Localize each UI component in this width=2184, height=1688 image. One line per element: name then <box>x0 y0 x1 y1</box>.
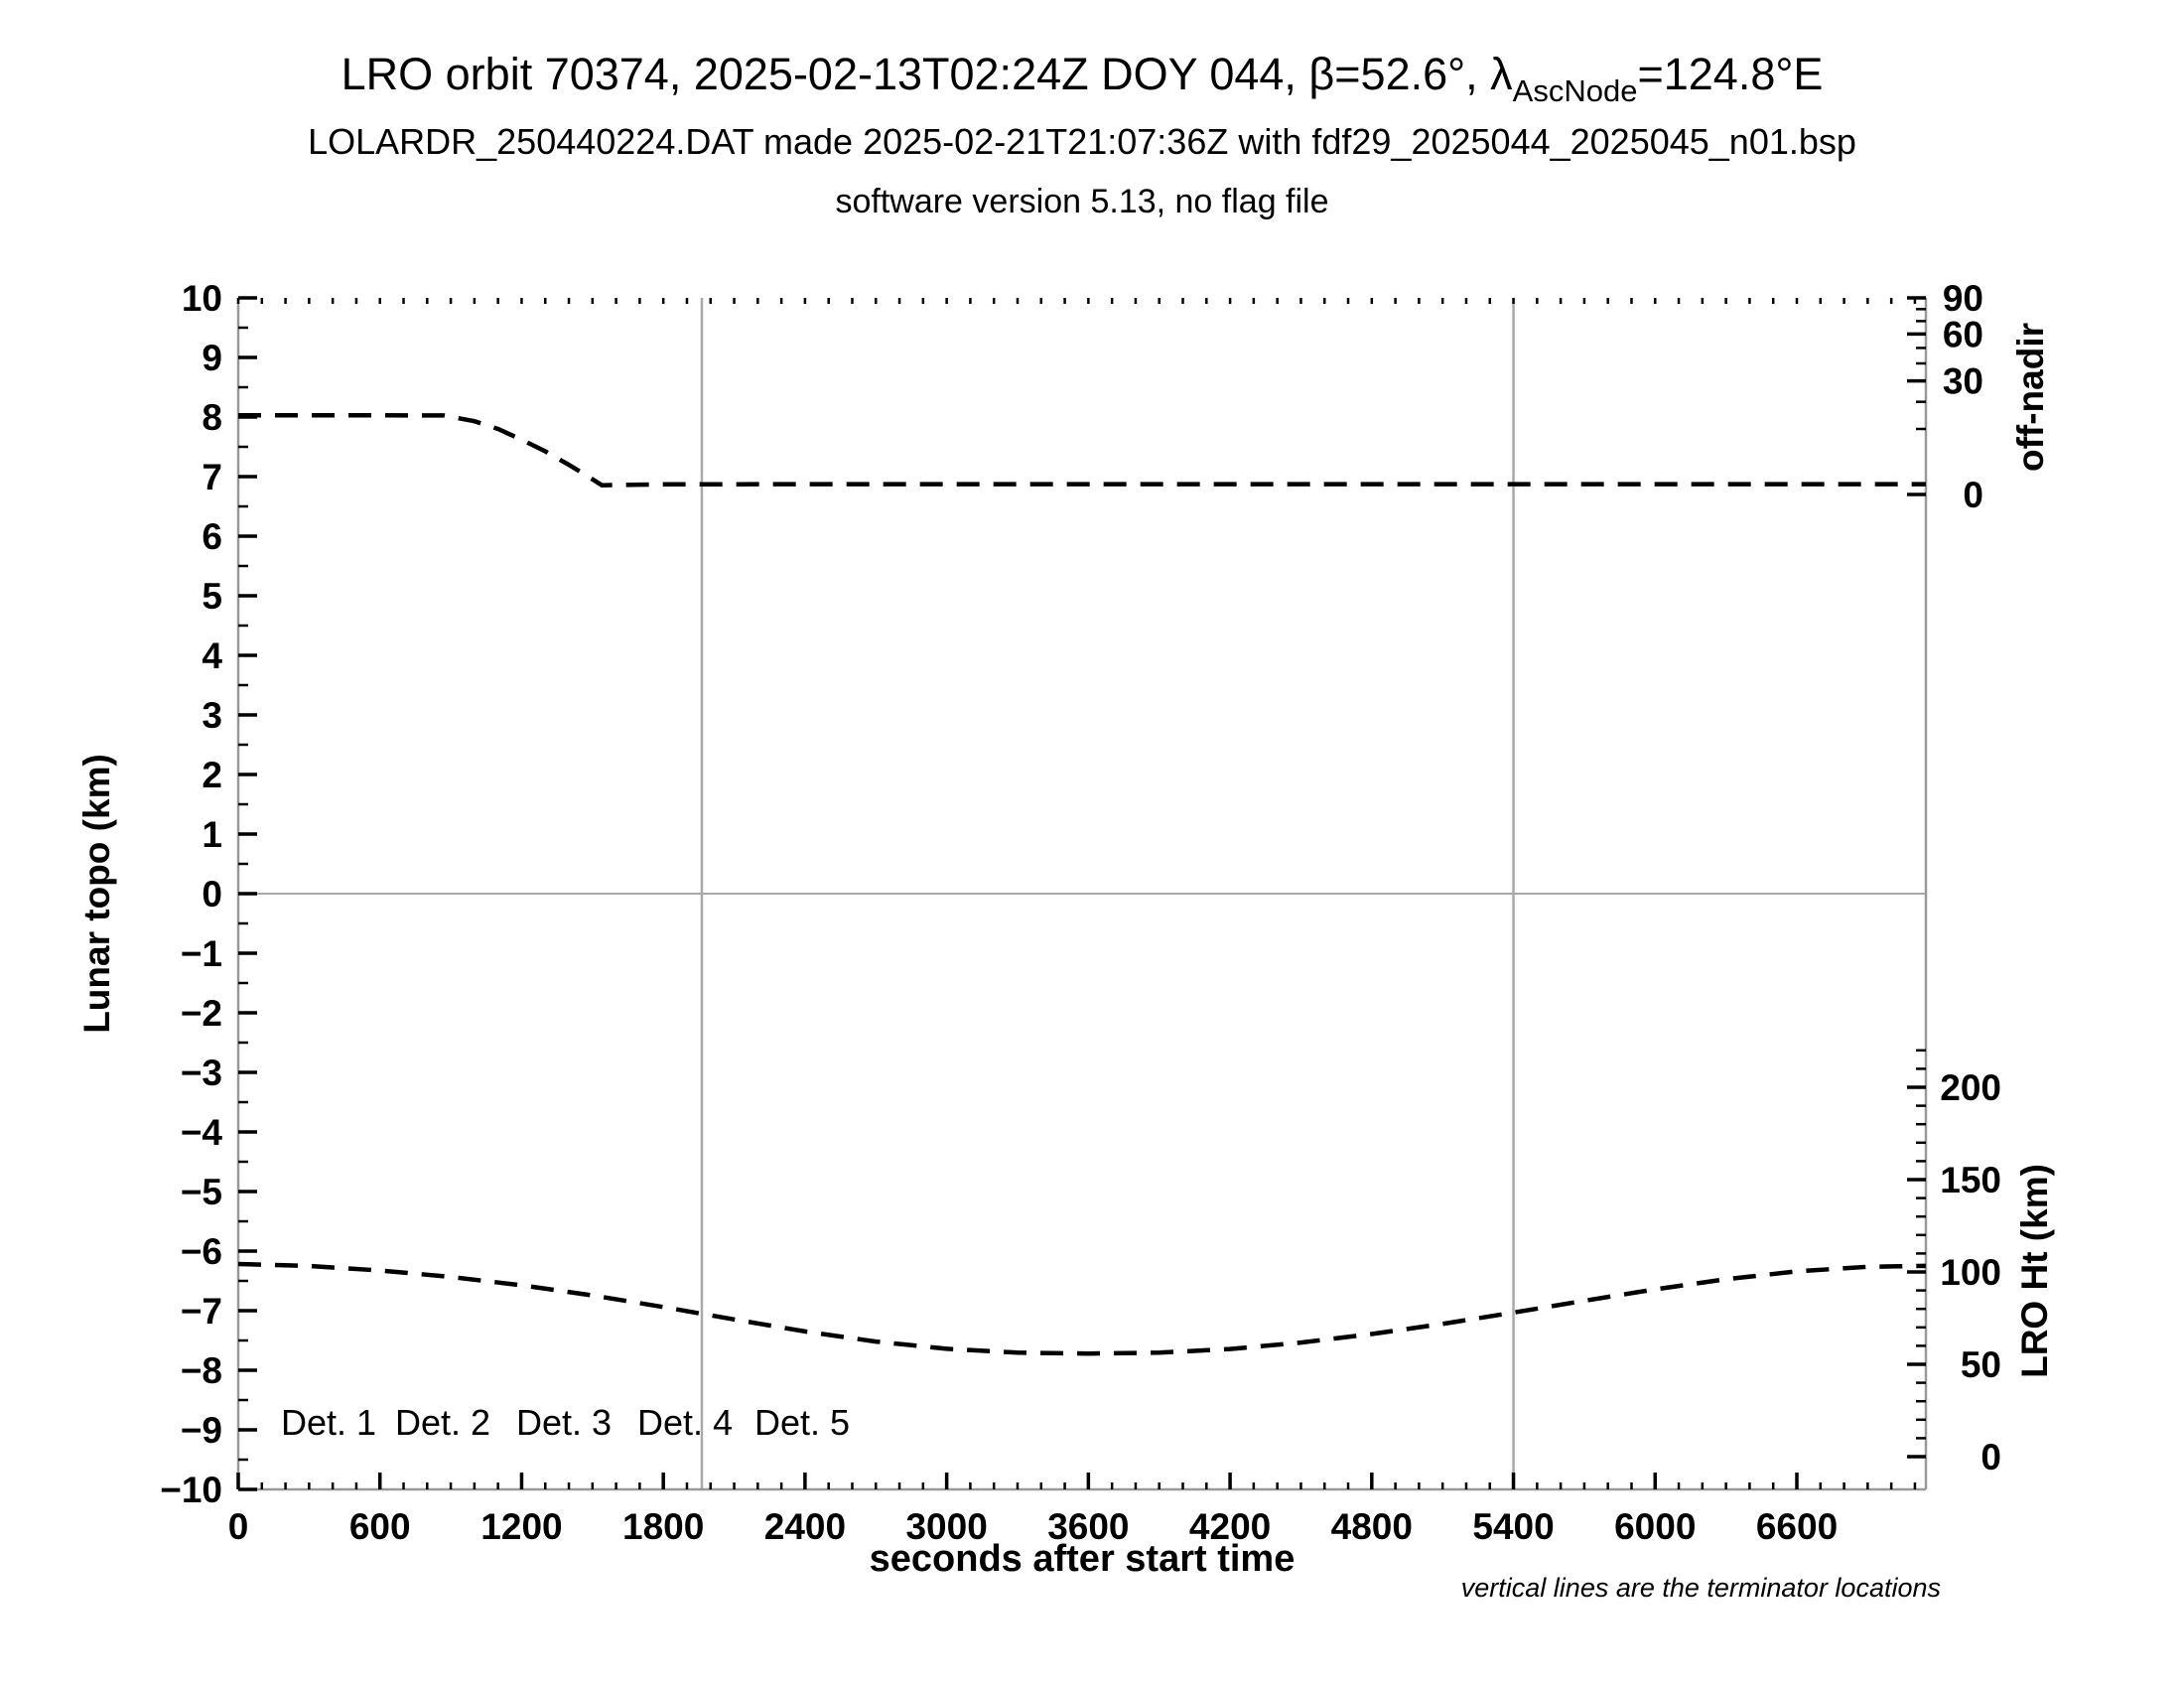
y-tick-label: 4 <box>202 635 222 676</box>
y-tick-label: 0 <box>202 874 222 914</box>
y-tick-label: −8 <box>181 1350 222 1391</box>
legend: Det. 1 Det. 2 Det. 3 Det. 4 Det. 5 <box>281 1402 850 1443</box>
lro-ht-tick-label: 50 <box>1961 1344 2001 1385</box>
y-tick-label: 9 <box>202 338 222 378</box>
legend-item-det5: Det. 5 <box>754 1402 850 1443</box>
lro-ht-axis-title: LRO Ht (km) <box>2014 1164 2055 1378</box>
terminator-footnote: vertical lines are the terminator locati… <box>1461 1573 1941 1603</box>
lro-ht-tick-label: 150 <box>1940 1160 2001 1200</box>
page-title: LRO orbit 70374, 2025-02-13T02:24Z DOY 0… <box>341 49 1824 108</box>
y-tick-label: 7 <box>202 457 222 497</box>
off-nadir-axis-title: off-nadir <box>2010 323 2051 472</box>
x-tick-label: 0 <box>228 1506 249 1547</box>
y-tick-label: −3 <box>181 1053 222 1093</box>
lro-height-curve <box>237 1261 1926 1356</box>
off-nadir-curve <box>238 413 1926 488</box>
offnadir-tick-label: 60 <box>1943 314 1983 354</box>
x-tick-label: 6600 <box>1756 1506 1838 1547</box>
subtitle-file-line: LOLARDR_250440224.DAT made 2025-02-21T21… <box>308 121 1856 162</box>
offnadir-tick-label: 0 <box>1963 475 1983 515</box>
x-tick-label: 2400 <box>764 1506 846 1547</box>
subtitle-version-line: software version 5.13, no flag file <box>835 183 1328 220</box>
x-tick-label: 600 <box>349 1506 411 1547</box>
title-subscript: AscNode <box>1513 73 1638 108</box>
lro-ht-tick-label: 200 <box>1940 1067 2001 1108</box>
x-tick-label: 1800 <box>622 1506 704 1547</box>
y-tick-label: 8 <box>202 397 222 438</box>
y-tick-label: 1 <box>202 814 222 855</box>
offnadir-tick-label: 30 <box>1943 361 1983 402</box>
offnadir-tick-label: 90 <box>1943 278 1983 319</box>
x-tick-label: 3000 <box>905 1506 987 1547</box>
y-tick-label: −4 <box>181 1112 223 1153</box>
y-tick-label: −9 <box>181 1410 222 1451</box>
y-tick-label: 10 <box>182 278 222 319</box>
x-tick-label: 4800 <box>1331 1506 1413 1547</box>
y-tick-label: 6 <box>202 516 222 557</box>
title-main: LRO orbit 70374, 2025-02-13T02:24Z DOY 0… <box>341 49 1514 99</box>
title-tail: =124.8°E <box>1637 49 1823 99</box>
legend-item-det1: Det. 1 <box>281 1402 376 1443</box>
x-tick-label: 4200 <box>1189 1506 1271 1547</box>
y-tick-label: −6 <box>181 1231 222 1272</box>
x-tick-label: 3600 <box>1047 1506 1129 1547</box>
x-axis-title: seconds after start time <box>870 1538 1296 1580</box>
legend-item-det4: Det. 4 <box>637 1402 733 1443</box>
y-tick-label: 3 <box>202 695 222 736</box>
y-tick-label: −10 <box>160 1470 222 1510</box>
legend-item-det3: Det. 3 <box>516 1402 612 1443</box>
y-tick-label: −2 <box>181 993 222 1034</box>
lro-ht-tick-label: 100 <box>1940 1252 2001 1293</box>
x-tick-label: 5400 <box>1472 1506 1554 1547</box>
legend-item-det2: Det. 2 <box>395 1402 490 1443</box>
y-tick-label: 5 <box>202 576 222 617</box>
plot-generated: 0 600 1200 1800 2400 3000 3600 4200 4800 5400 6000… <box>160 278 2001 1547</box>
y-tick-label: −5 <box>181 1172 222 1212</box>
x-tick-label: 6000 <box>1614 1506 1696 1547</box>
y-tick-label: 2 <box>202 755 222 795</box>
y-tick-label: −7 <box>181 1291 222 1332</box>
y-tick-label: −1 <box>181 933 222 974</box>
x-tick-label: 1200 <box>480 1506 562 1547</box>
lro-ht-tick-label: 0 <box>1980 1437 2001 1477</box>
left-axis-title: Lunar topo (km) <box>76 754 117 1034</box>
